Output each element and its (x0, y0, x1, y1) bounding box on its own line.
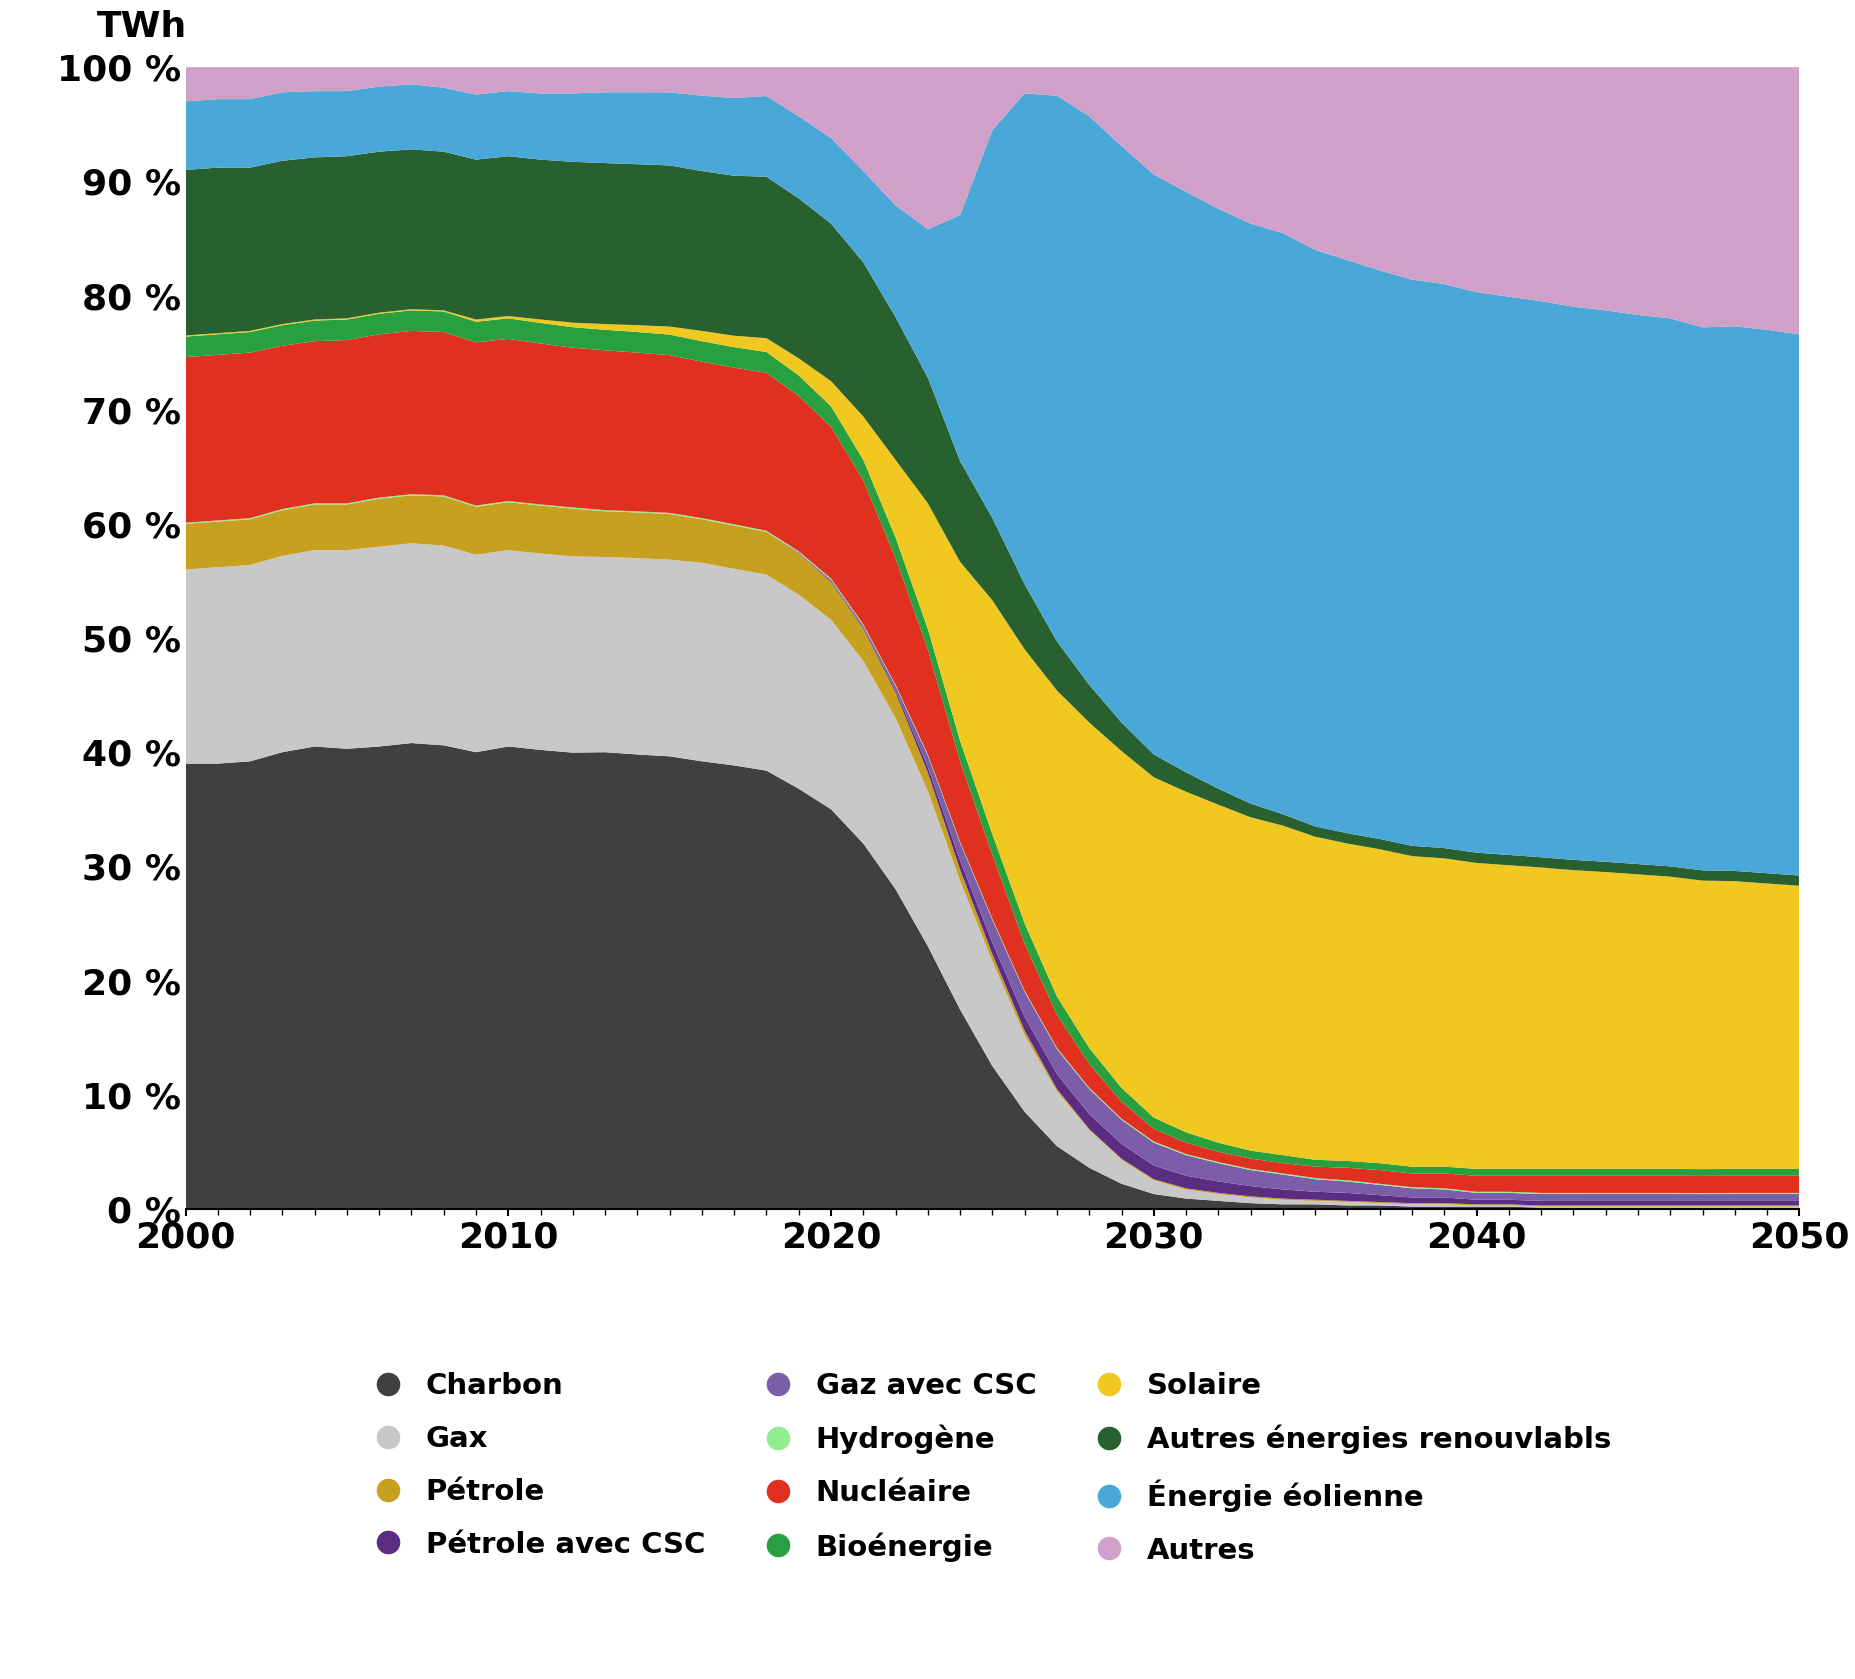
Legend: Charbon, Gax, Pétrole, Pétrole avec CSC, Gaz avec CSC, Hydrogène, Nucléaire, Bio: Charbon, Gax, Pétrole, Pétrole avec CSC,… (362, 1360, 1623, 1577)
Text: TWh: TWh (96, 10, 187, 44)
